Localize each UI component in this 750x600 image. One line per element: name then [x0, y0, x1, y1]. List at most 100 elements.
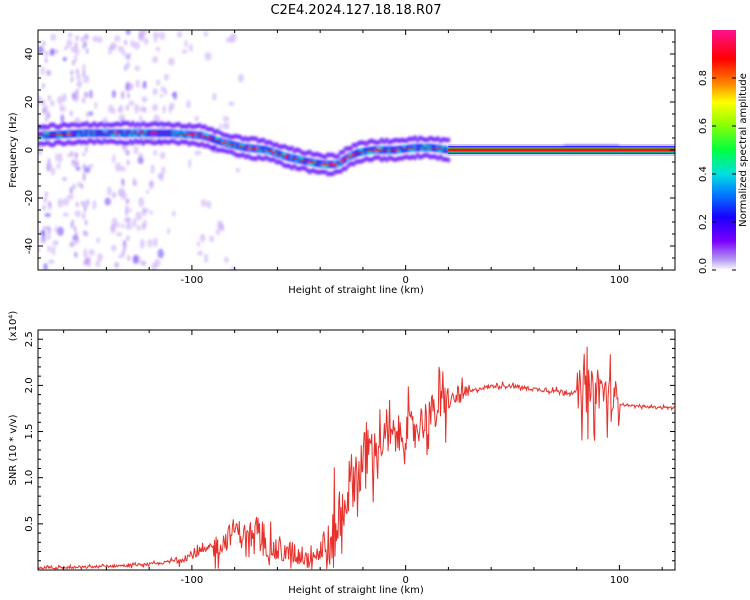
heatmap-noise-streak — [74, 252, 78, 259]
heatmap-noise-speck — [153, 114, 161, 124]
heatmap-noise-speck — [74, 210, 81, 217]
heatmap-noise-streak — [121, 90, 125, 97]
heatmap-noise-speck — [140, 30, 148, 36]
heatmap-noise-streak — [42, 235, 46, 242]
heatmap-noise-speck — [157, 173, 163, 179]
heatmap-noise-speck — [171, 210, 176, 217]
heatmap-noise-streak — [42, 99, 46, 106]
heatmap-noise-speck — [43, 263, 48, 270]
heatmap-noise-speck — [83, 75, 90, 84]
snr-xtick-label: 0 — [402, 575, 408, 586]
heatmap-noise-streak — [126, 159, 130, 166]
heatmap-noise-streak — [83, 259, 87, 266]
heatmap-noise-speck — [181, 49, 188, 54]
heatmap-noise-speck — [66, 38, 73, 48]
heatmap-noise-speck — [74, 54, 78, 63]
heatmap-noise-speck — [107, 104, 114, 113]
heatmap-noise-speck — [166, 227, 171, 235]
heatmap-noise-speck — [149, 210, 154, 215]
heatmap-noise-speck — [83, 248, 88, 259]
heatmap-band-edge — [335, 153, 341, 159]
heatmap-noise-speck — [138, 197, 145, 208]
snr-ytick-label: 1.0 — [24, 470, 35, 486]
heatmap-noise-speck — [123, 217, 131, 223]
heatmap-noise-speck — [134, 65, 140, 71]
heatmap-noise-streak — [80, 36, 84, 43]
colorbar-label: Normalized spectral amplitude — [738, 73, 749, 227]
heatmap-noise-speck — [120, 166, 127, 172]
heatmap-noise-speck — [54, 153, 59, 162]
heatmap-noise-speck — [184, 39, 188, 48]
heatmap-noise-speck — [67, 193, 74, 200]
heatmap-noise-speck — [111, 244, 117, 252]
spectrogram-xtick-label: 0 — [402, 275, 408, 286]
heatmap-noise-streak — [73, 234, 77, 241]
heatmap-noise-speck — [128, 207, 132, 213]
heatmap-noise-speck — [56, 96, 64, 105]
heatmap-noise-streak — [82, 163, 86, 170]
heatmap-noise-streak — [42, 225, 46, 232]
heatmap-noise-speck — [157, 248, 164, 259]
snr-background — [38, 330, 675, 570]
heatmap-noise-streak — [46, 110, 50, 117]
heatmap-noise-speck — [83, 166, 91, 173]
heatmap-noise-speck — [169, 102, 175, 111]
heatmap-noise-speck — [133, 41, 140, 50]
heatmap-noise-streak — [42, 204, 46, 211]
heatmap-noise-speck — [139, 115, 143, 123]
heatmap-noise-streak — [47, 157, 51, 164]
heatmap-noise-streak — [44, 50, 48, 57]
snr-ytick-label: 2.5 — [24, 331, 35, 347]
heatmap-noise-speck — [151, 104, 159, 112]
spectrogram-ytick-label: -40 — [24, 238, 35, 254]
heatmap-noise-speck — [176, 31, 183, 38]
heatmap-noise-streak — [46, 69, 50, 76]
heatmap-noise-streak — [48, 69, 52, 76]
heatmap-noise-speck — [38, 95, 43, 105]
heatmap-noise-speck — [132, 177, 137, 187]
spectrogram-ytick-label: 40 — [24, 48, 35, 61]
heatmap-noise-streak — [83, 206, 87, 213]
heatmap-noise-speck — [38, 45, 44, 54]
heatmap-noise-streak — [70, 222, 74, 229]
heatmap-noise-speck — [194, 150, 202, 156]
heatmap-noise-streak — [69, 241, 73, 248]
snr-panel: -100 0 100 0.5 1.0 1.5 2.0 2.5 Height of straig… — [8, 311, 676, 596]
heatmap-noise-speck — [59, 104, 66, 113]
heatmap-noise-speck — [130, 39, 135, 48]
heatmap-noise-speck — [152, 56, 159, 64]
heatmap-noise-speck — [212, 92, 217, 101]
heatmap-noise-speck — [81, 152, 86, 157]
heatmap-noise-streak — [69, 186, 73, 193]
heatmap-noise-speck — [219, 123, 223, 130]
heatmap-noise-streak — [70, 69, 74, 76]
heatmap-noise-streak — [75, 68, 79, 75]
heatmap-noise-speck — [74, 238, 81, 244]
heatmap-noise-speck — [217, 220, 223, 230]
heatmap-noise-speck — [161, 166, 166, 175]
heatmap-noise-speck — [143, 37, 149, 45]
heatmap-noise-speck — [140, 260, 146, 266]
heatmap-noise-speck — [188, 158, 192, 169]
heatmap-noise-speck — [108, 45, 113, 55]
colorbar-ticks: 0.0 0.2 0.4 0.6 0.8 — [698, 70, 736, 274]
heatmap-noise-streak — [85, 47, 89, 54]
heatmap-noise-speck — [63, 45, 69, 51]
heatmap-noise-speck — [168, 57, 175, 66]
heatmap-noise-speck — [88, 248, 95, 256]
heatmap-noise-speck — [139, 30, 143, 38]
snr-ytick-label: 0.5 — [24, 516, 35, 532]
heatmap-noise-speck — [95, 260, 101, 268]
heatmap-noise-streak — [125, 209, 129, 216]
heatmap-noise-speck — [228, 101, 235, 107]
heatmap-noise-speck — [116, 232, 123, 237]
heatmap-noise-speck — [188, 43, 193, 53]
heatmap-noise-speck — [162, 104, 166, 114]
heatmap-noise-speck — [50, 167, 56, 176]
heatmap-noise-speck — [67, 32, 73, 39]
heatmap-noise-streak — [85, 257, 89, 264]
heatmap-noise-speck — [57, 152, 63, 163]
colorbar-gradient — [712, 30, 736, 270]
heatmap-ridge-line — [38, 132, 675, 165]
